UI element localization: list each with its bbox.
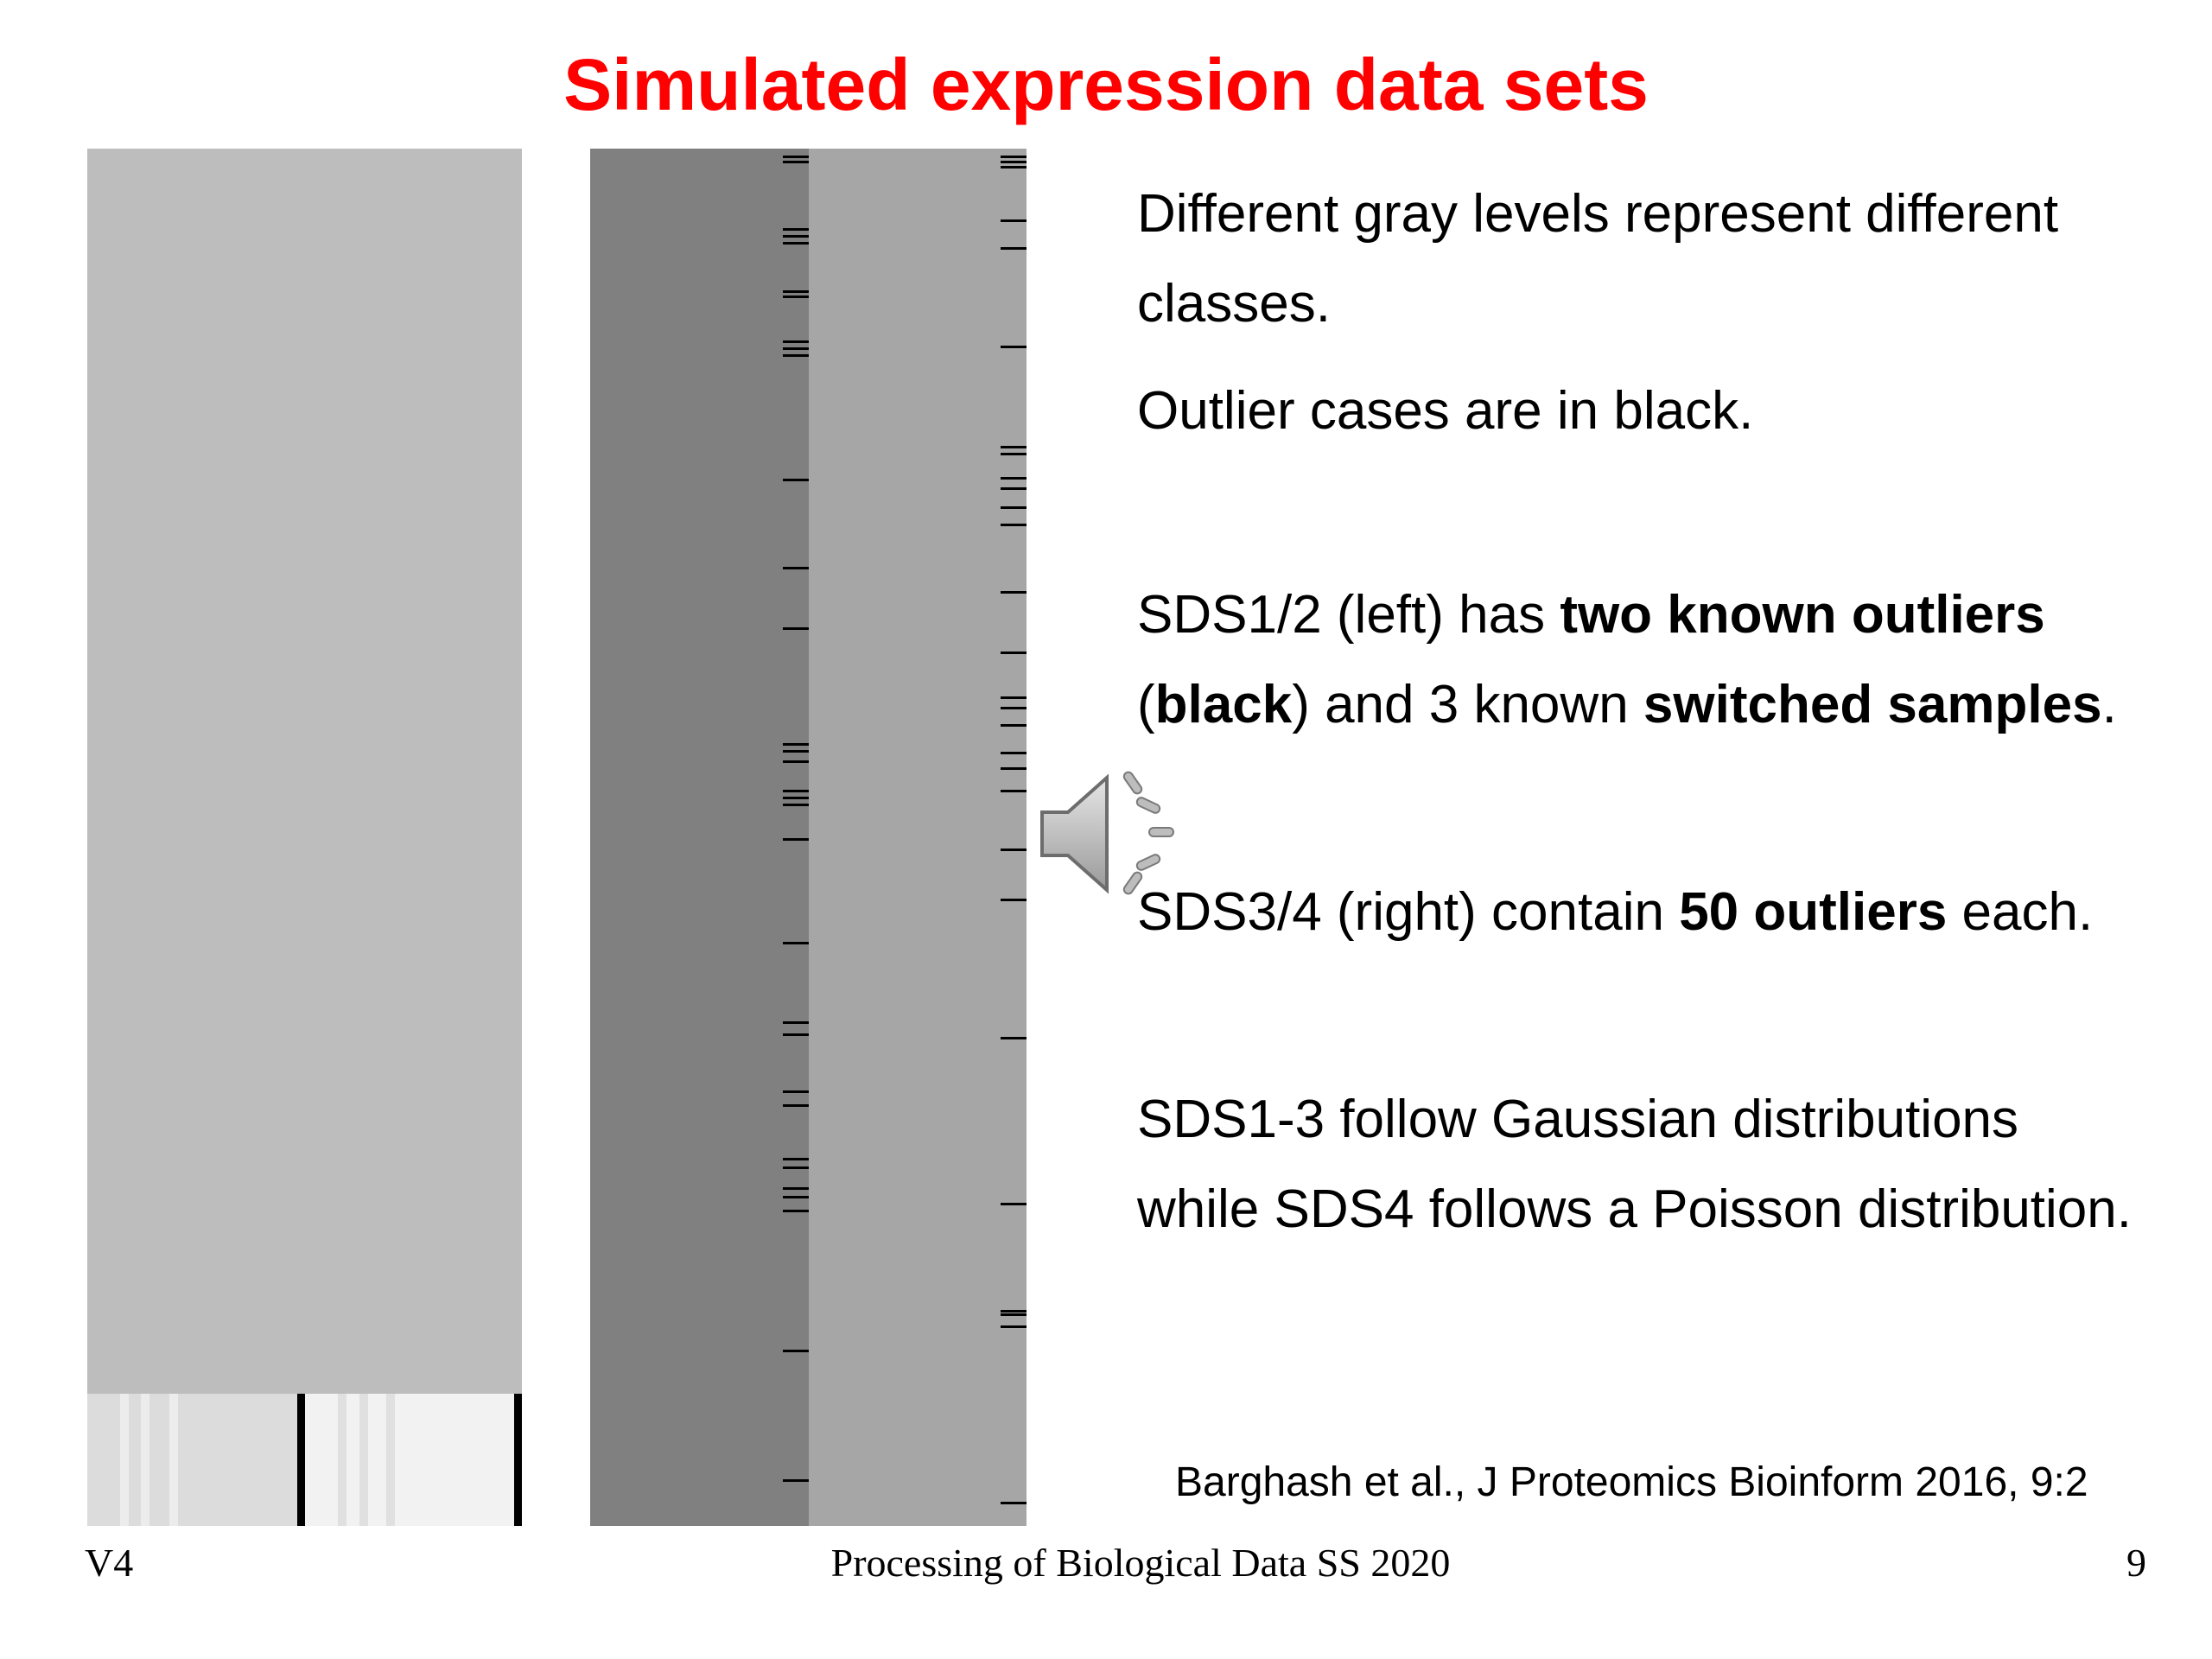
text-sds3-4-part-a: SDS3/4 (right) contain: [1137, 882, 1680, 942]
outlier-tick: [783, 567, 809, 569]
text-sds3-4: SDS3/4 (right) contain 50 outliers each.: [1137, 868, 2191, 957]
text-sds1-2: SDS1/2 (left) has two known outliers (bl…: [1137, 570, 2191, 750]
heatmap-sds1-2: [87, 149, 522, 1526]
outlier-tick: [783, 1158, 809, 1160]
outlier-tick: [783, 1187, 809, 1190]
outlier-tick: [1001, 1313, 1027, 1316]
text-sds1-2-part-a: SDS1/2 (left) has: [1137, 585, 1560, 645]
outlier-tick: [1001, 1325, 1027, 1328]
text-sds1-2-part-e: ) and 3 known: [1292, 675, 1643, 734]
outlier-tick: [1001, 156, 1027, 158]
outlier-tick: [1001, 1310, 1027, 1313]
outlier-tick: [1001, 1203, 1027, 1205]
outlier-tick: [783, 750, 809, 753]
text-distributions: SDS1-3 follow Gaussian distributions whi…: [1137, 1075, 2191, 1255]
outlier-tick: [1001, 446, 1027, 448]
outlier-tick: [783, 1210, 809, 1212]
outlier-tick: [1001, 591, 1027, 594]
heatmap-class-column-1: [590, 149, 809, 1526]
speaker-icon[interactable]: [1033, 760, 1198, 907]
outlier-tick: [783, 479, 809, 481]
outlier-tick: [1001, 752, 1027, 754]
outlier-tick: [1001, 506, 1027, 509]
citation: Barghash et al., J Proteomics Bioinform …: [1175, 1459, 2088, 1505]
outlier-tick: [1001, 724, 1027, 727]
outlier-tick: [1001, 346, 1027, 348]
outlier-tick: [1001, 166, 1027, 168]
outlier-tick: [783, 1350, 809, 1352]
heatmap-class-column-2: [809, 149, 1027, 1526]
outlier-tick: [783, 354, 809, 357]
heatmap-switched-stripe: [169, 1394, 178, 1526]
heatmap-switched-stripe: [120, 1394, 129, 1526]
outlier-tick: [783, 760, 809, 763]
outlier-tick: [783, 347, 809, 350]
text-sds1-2-part-c: (: [1137, 675, 1155, 734]
heatmap-sds3-4: [590, 149, 1027, 1526]
outlier-tick: [1001, 477, 1027, 480]
heatmap-switched-stripe: [141, 1394, 149, 1526]
outlier-tick: [783, 1033, 809, 1036]
outlier-tick: [783, 242, 809, 245]
heatmap-switched-stripe: [386, 1394, 395, 1526]
outlier-tick: [1001, 1037, 1027, 1039]
outlier-tick: [783, 790, 809, 792]
text-distributions-line-2: while SDS4 follows a Poisson distributio…: [1137, 1179, 2132, 1239]
outlier-tick: [1001, 453, 1027, 455]
outlier-tick: [783, 743, 809, 746]
outlier-tick: [1001, 652, 1027, 654]
outlier-tick: [783, 804, 809, 806]
outlier-tick: [783, 156, 809, 158]
outlier-tick: [783, 942, 809, 944]
footer-version: V4: [85, 1541, 134, 1585]
outlier-tick: [783, 340, 809, 343]
outlier-tick: [1001, 1502, 1027, 1504]
outlier-tick: [1001, 767, 1027, 770]
outlier-tick: [783, 838, 809, 841]
text-distributions-line-1: SDS1-3 follow Gaussian distributions: [1137, 1090, 2019, 1149]
outlier-tick: [783, 1104, 809, 1107]
outlier-tick: [783, 627, 809, 630]
heatmap-switched-stripe: [338, 1394, 346, 1526]
slide-title: Simulated expression data sets: [563, 44, 1649, 125]
outlier-tick: [1001, 219, 1027, 222]
outlier-tick: [1001, 161, 1027, 163]
text-outliers-black: Outlier cases are in black.: [1137, 381, 1754, 441]
outlier-tick: [783, 1090, 809, 1093]
outlier-tick: [1001, 849, 1027, 851]
outlier-tick: [783, 296, 809, 298]
outlier-tick: [783, 1479, 809, 1482]
text-sds1-2-part-g: .: [2101, 675, 2117, 734]
text-sds3-4-part-c: each.: [1947, 882, 2094, 942]
heatmap-switched-stripe: [359, 1394, 368, 1526]
outlier-tick: [783, 228, 809, 231]
heatmap-outlier-stripe: [514, 1394, 522, 1526]
outlier-tick: [1001, 899, 1027, 901]
outlier-tick: [1001, 247, 1027, 250]
text-sds3-4-bold-outliers: 50 outliers: [1679, 882, 1948, 942]
outlier-tick: [1001, 707, 1027, 709]
footer-page-number: 9: [2126, 1541, 2146, 1585]
text-gray-levels: Different gray levels represent differen…: [1137, 184, 2059, 334]
outlier-tick: [783, 1021, 809, 1024]
footer-course: Processing of Biological Data SS 2020: [830, 1541, 1451, 1585]
outlier-tick: [783, 1196, 809, 1198]
text-sds1-2-bold-outliers: two known outliers: [1560, 585, 2045, 645]
outlier-tick: [1001, 790, 1027, 792]
text-sds1-2-bold-black: black: [1154, 675, 1293, 734]
text-sds1-2-bold-switched: switched samples: [1643, 675, 2102, 734]
outlier-tick: [783, 1166, 809, 1169]
outlier-tick: [1001, 524, 1027, 526]
heatmap-outlier-stripe: [297, 1394, 305, 1526]
outlier-tick: [1001, 487, 1027, 490]
outlier-tick: [783, 161, 809, 163]
outlier-tick: [783, 797, 809, 799]
outlier-tick: [783, 290, 809, 293]
outlier-tick: [783, 235, 809, 238]
outlier-tick: [1001, 696, 1027, 699]
